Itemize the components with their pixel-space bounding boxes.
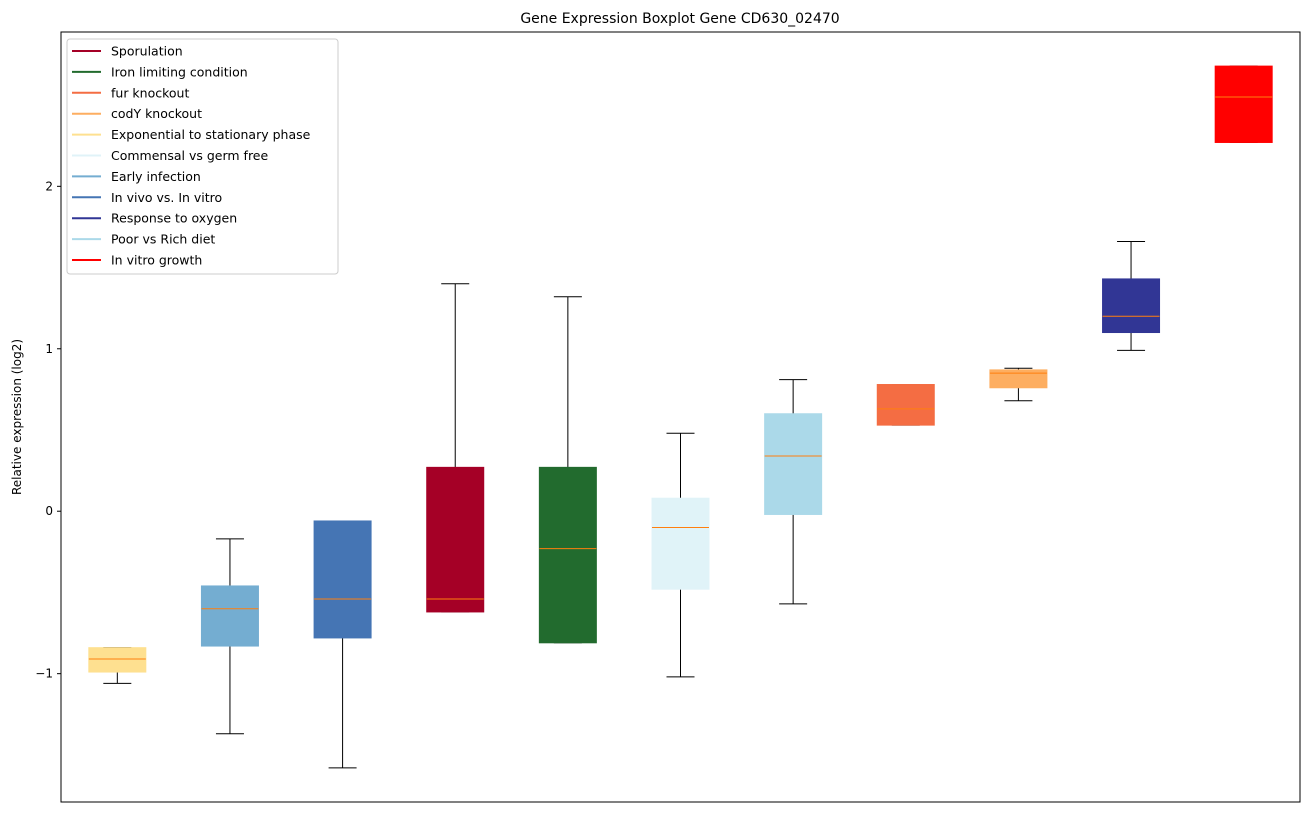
y-tick-label: 0: [45, 504, 53, 518]
y-tick-label: 1: [45, 342, 53, 356]
box-group: [989, 367, 1048, 402]
box-group: [764, 379, 823, 605]
box-group: [1102, 241, 1161, 351]
legend-label: In vitro growth: [111, 253, 202, 268]
legend-label: fur knockout: [111, 85, 189, 100]
box: [538, 466, 597, 644]
box: [426, 466, 485, 613]
legend-label: In vivo vs. In vitro: [111, 190, 222, 205]
y-tick-label: 2: [45, 179, 53, 193]
legend: Sporulation Iron limiting condition fur kn…: [66, 38, 339, 275]
legend-label: Sporulation: [111, 44, 183, 59]
box: [200, 585, 259, 647]
legend-label: codY knockout: [111, 106, 202, 121]
box-group: [313, 520, 372, 769]
plot-frame: [60, 31, 1301, 803]
box-group: [538, 296, 597, 644]
box-group: [88, 647, 147, 684]
box-group: [200, 538, 259, 735]
box-group: [426, 283, 485, 613]
legend-frame: [66, 38, 339, 275]
box: [651, 497, 710, 590]
legend-label: Poor vs Rich diet: [111, 232, 215, 247]
box-group: [651, 432, 710, 678]
box: [1102, 278, 1161, 334]
legend-label: Exponential to stationary phase: [111, 127, 311, 142]
legend-label: Response to oxygen: [111, 211, 237, 226]
legend-label: Iron limiting condition: [111, 64, 248, 79]
y-axis-label: Relative expression (log2): [10, 339, 24, 495]
legend-label: Early infection: [111, 169, 201, 184]
box-group: [1214, 65, 1273, 143]
box: [764, 413, 823, 515]
legend-label: Commensal vs germ free: [111, 148, 268, 163]
box: [313, 520, 372, 639]
box: [989, 369, 1048, 389]
y-tick-label: −1: [35, 667, 53, 681]
box: [88, 647, 147, 673]
chart-title: Gene Expression Boxplot Gene CD630_02470: [520, 11, 839, 27]
box-group: [876, 384, 935, 426]
box: [876, 384, 935, 426]
box: [1214, 65, 1273, 143]
